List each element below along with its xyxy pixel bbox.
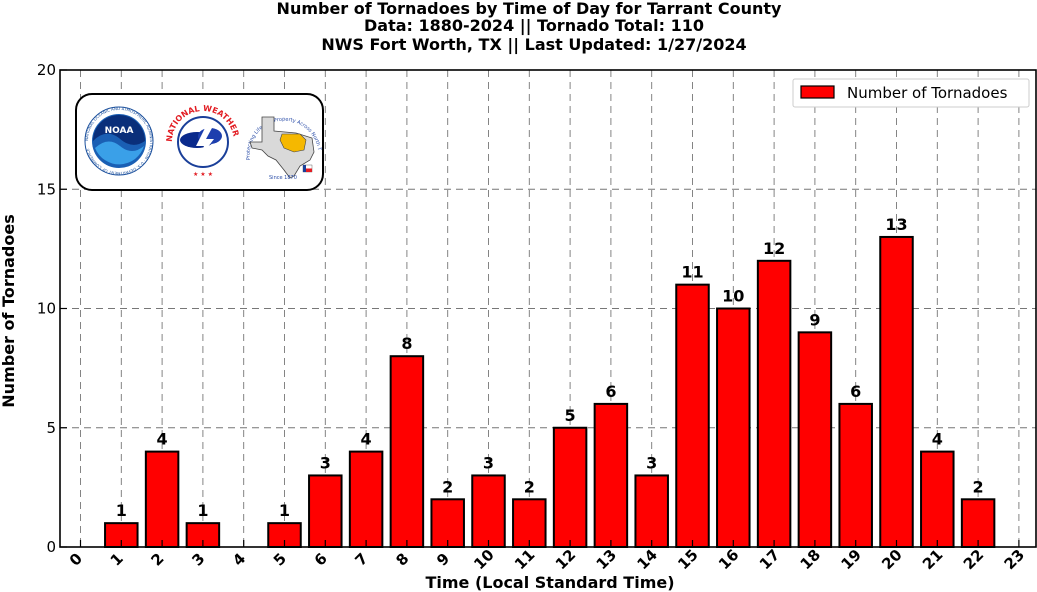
data-label: 3 (320, 453, 331, 472)
x-tick-label: 12 (552, 546, 579, 573)
data-label: 13 (885, 215, 907, 234)
y-ticks: 0 5 10 15 20 (37, 61, 67, 556)
data-label: 3 (483, 453, 494, 472)
bar (471, 474, 506, 549)
x-tick-label: 2 (148, 549, 168, 569)
x-tick-label: 7 (352, 549, 372, 569)
x-tick-label: 9 (433, 549, 453, 569)
fw-since-text: Since 1870 (269, 175, 297, 181)
bar (430, 498, 465, 548)
bar (389, 355, 425, 549)
chart-title-line-1: Number of Tornadoes by Time of Day for T… (277, 0, 782, 18)
x-tick-label: 20 (878, 546, 905, 573)
noaa-logo: NOAA NATIONAL OCEANIC AND ATMOSPHERIC AD… (84, 106, 154, 176)
chart-title-line-2: Data: 1880-2024 || Tornado Total: 110 (364, 16, 704, 36)
bar (634, 474, 669, 549)
data-label: 4 (361, 430, 372, 449)
data-label: 2 (973, 477, 984, 496)
bar (308, 474, 343, 549)
data-label: 10 (722, 287, 744, 306)
data-label: 11 (681, 263, 703, 282)
bar (144, 450, 180, 549)
data-label: 8 (401, 334, 412, 353)
data-label: 9 (809, 310, 820, 329)
bar (348, 450, 384, 549)
x-tick-label: 16 (715, 546, 742, 573)
legend-label: Number of Tornadoes (847, 84, 1008, 102)
cwa-region (279, 133, 307, 153)
legend: Number of Tornadoes (792, 78, 1030, 108)
data-label: 1 (197, 501, 208, 520)
x-tick-label: 6 (311, 549, 331, 569)
x-tick-label: 11 (511, 546, 538, 573)
bar (797, 331, 833, 548)
x-tick-label: 3 (188, 549, 208, 569)
data-label: 2 (524, 477, 535, 496)
x-axis-label: Time (Local Standard Time) (425, 573, 674, 592)
x-tick-label: 22 (960, 546, 987, 573)
y-tick-label: 0 (46, 538, 56, 556)
bar (879, 235, 914, 548)
x-tick-label: 21 (919, 546, 946, 573)
legend-box (792, 78, 1030, 108)
y-tick-label: 20 (37, 61, 56, 79)
bar (512, 498, 547, 548)
y-tick-label: 5 (46, 419, 56, 437)
bar (960, 498, 996, 548)
noaa-label: NOAA (105, 126, 134, 136)
logo-panel: NOAA NATIONAL OCEANIC AND ATMOSPHERIC AD… (0, 0, 324, 191)
x-tick-label: 19 (837, 546, 864, 573)
x-tick-label: 1 (107, 549, 127, 569)
data-label: 4 (157, 430, 168, 449)
x-tick-label: 17 (756, 546, 783, 573)
x-tick-label: 18 (797, 546, 824, 573)
x-tick-label: 14 (633, 546, 660, 573)
bar (593, 402, 629, 548)
legend-swatch (800, 85, 835, 99)
bars (104, 235, 996, 549)
x-tick-label: 5 (270, 549, 290, 569)
x-tick-label: 0 (66, 549, 86, 569)
x-tick-label: 23 (1001, 546, 1028, 573)
bar (838, 402, 873, 548)
data-label: 1 (279, 501, 290, 520)
texas-shape (249, 116, 315, 179)
data-label: 2 (442, 477, 453, 496)
bar (756, 259, 792, 548)
data-label: 6 (850, 382, 861, 401)
y-tick-label: 10 (37, 300, 56, 318)
bar (552, 426, 588, 548)
data-label: 12 (763, 239, 785, 258)
x-tick-label: 13 (593, 546, 620, 573)
x-tick-label: 8 (392, 549, 412, 569)
nws-stars: ★ ★ ★ (193, 171, 213, 178)
data-label: 3 (646, 453, 657, 472)
data-label: 6 (605, 382, 616, 401)
data-label: 1 (116, 501, 127, 520)
x-tick-label: 4 (229, 549, 249, 569)
bar (675, 283, 710, 548)
x-tick-label: 10 (470, 546, 497, 573)
bar (716, 307, 751, 548)
bar (920, 450, 955, 549)
y-axis-label: Number of Tornadoes (0, 214, 18, 407)
data-label: 4 (932, 430, 943, 449)
chart-title-line-3: NWS Fort Worth, TX || Last Updated: 1/27… (321, 35, 746, 55)
data-label: 5 (565, 406, 576, 425)
x-tick-label: 15 (674, 546, 701, 573)
y-tick-label: 15 (37, 180, 56, 198)
